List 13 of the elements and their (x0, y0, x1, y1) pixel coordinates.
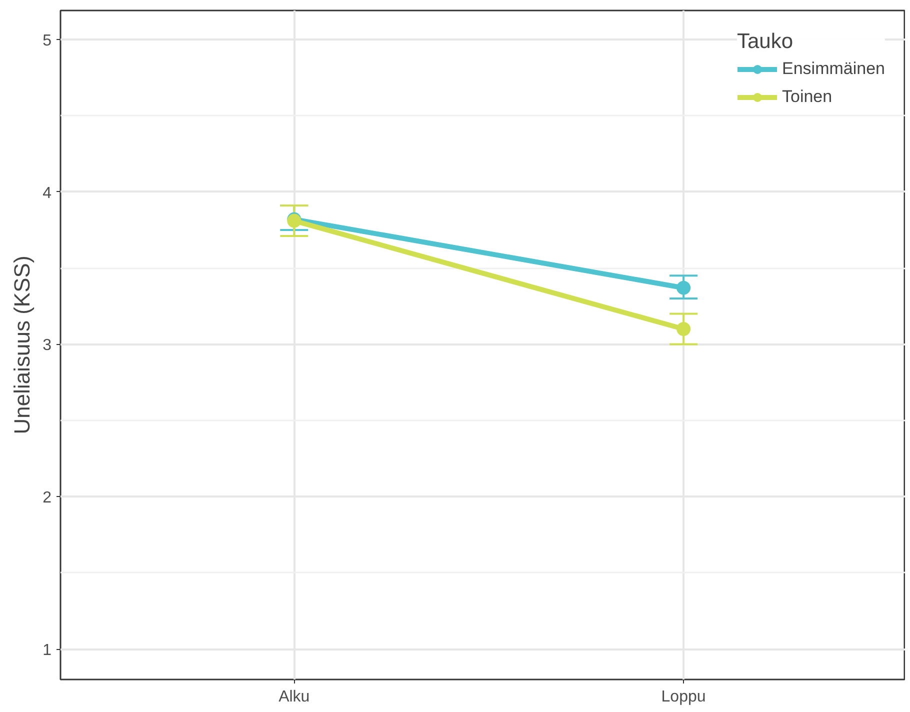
y-tick-label: 2 (42, 490, 52, 507)
y-tick-label: 4 (42, 184, 52, 202)
legend-label: Ensimmäinen (782, 59, 885, 79)
x-tick-label: Loppu (661, 688, 706, 706)
y-tick-label: 3 (42, 337, 52, 354)
point (676, 280, 691, 295)
x-tick-label: Alku (278, 688, 310, 706)
point (676, 322, 691, 336)
y-tick-label: 1 (42, 642, 52, 660)
legend-label: Toinen (782, 87, 832, 107)
legend-title: Tauko (737, 30, 794, 54)
y-axis-title: Uneliaisuus (KSS) (10, 256, 35, 434)
y-tick-label: 5 (42, 32, 52, 50)
